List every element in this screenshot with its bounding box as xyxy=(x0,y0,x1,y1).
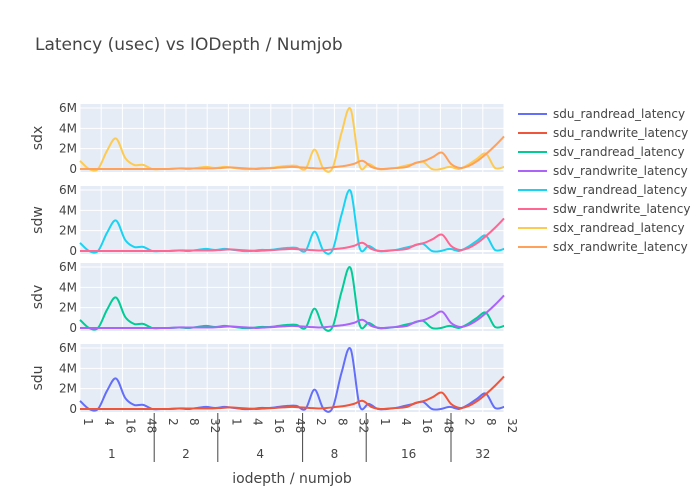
series-line-sdv_randwrite_latency xyxy=(79,294,505,330)
x-group-label: 16 xyxy=(401,447,416,461)
panel-sdu: 0 2M 4M 6M sdu xyxy=(30,341,505,416)
y-tick-label: 0 xyxy=(69,162,77,176)
x-tick-label: 4 xyxy=(251,418,265,426)
y-tick-label: 6M xyxy=(59,341,77,355)
x-tick-label: 4 xyxy=(399,418,413,426)
legend-label: sdv_randread_latency xyxy=(553,145,685,159)
x-tick-label: 32 xyxy=(208,418,222,433)
x-tick-label: 32 xyxy=(505,418,519,433)
y-tick-label: 6M xyxy=(59,260,77,274)
y-axis-title: sdw xyxy=(30,206,46,234)
x-tick-label: 48 xyxy=(145,418,159,433)
legend-label: sdx_randwrite_latency xyxy=(553,240,688,254)
panel-sdv: 0 2M 4M 6M sdv xyxy=(30,260,505,335)
x-group-label: 4 xyxy=(256,447,264,461)
x-group-label: 1 xyxy=(108,447,116,461)
legend-item[interactable]: sdx_randwrite_latency xyxy=(518,240,688,254)
x-group-label: 2 xyxy=(182,447,190,461)
legend-item[interactable]: sdw_randread_latency xyxy=(518,183,687,197)
x-tick-label: 2 xyxy=(166,418,180,426)
legend-label: sdw_randwrite_latency xyxy=(553,202,690,216)
y-tick-label: 4M xyxy=(59,280,77,294)
legend-label: sdu_randread_latency xyxy=(553,107,685,121)
legend-item[interactable]: sdu_randwrite_latency xyxy=(518,126,688,140)
chart-title: Latency (usec) vs IODepth / Numjob xyxy=(35,35,343,55)
legend-label: sdu_randwrite_latency xyxy=(553,126,688,140)
x-tick-label: 1 xyxy=(378,418,392,426)
x-group-label: 32 xyxy=(475,447,490,461)
x-tick-label: 16 xyxy=(420,418,434,433)
legend-item[interactable]: sdu_randread_latency xyxy=(518,107,685,121)
legend-label: sdv_randwrite_latency xyxy=(553,164,688,178)
x-tick-label: 16 xyxy=(272,418,286,433)
x-tick-label: 4 xyxy=(102,418,116,426)
series-line-sdu_randwrite_latency xyxy=(80,375,505,411)
y-axis-title: sdx xyxy=(30,126,46,150)
legend-item[interactable]: sdx_randread_latency xyxy=(518,221,685,235)
y-tick-label: 2M xyxy=(59,382,77,396)
y-tick-label: 2M xyxy=(59,142,77,156)
y-tick-label: 6M xyxy=(59,101,77,115)
y-tick-label: 4M xyxy=(59,203,77,217)
x-tick-label: 16 xyxy=(123,418,137,433)
x-tick-label: 8 xyxy=(187,418,201,426)
legend-item[interactable]: sdw_randwrite_latency xyxy=(518,202,690,216)
y-tick-label: 6M xyxy=(59,183,77,197)
y-tick-label: 0 xyxy=(69,402,77,416)
legend-label: sdw_randread_latency xyxy=(553,183,687,197)
x-tick-label: 2 xyxy=(463,418,477,426)
x-tick-label: 8 xyxy=(335,418,349,426)
y-tick-label: 2M xyxy=(59,301,77,315)
y-tick-label: 0 xyxy=(69,321,77,335)
x-tick-label: 48 xyxy=(293,418,307,433)
panel-sdw: 0 2M 4M 6M sdw xyxy=(30,183,505,258)
legend-item[interactable]: sdv_randread_latency xyxy=(518,145,685,159)
series-line-sdx_randwrite_latency xyxy=(79,135,505,171)
y-tick-label: 2M xyxy=(59,224,77,238)
y-axis-title: sdv xyxy=(30,285,46,309)
x-tick-label: 1 xyxy=(81,418,95,426)
y-tick-label: 0 xyxy=(69,244,77,258)
x-tick-label: 8 xyxy=(484,418,498,426)
panel-sdx: 0 2M 4M 6M sdx xyxy=(30,101,505,176)
legend-item[interactable]: sdv_randwrite_latency xyxy=(518,164,688,178)
x-axis: 1 4 16 48 2 8 32 1 4 16 48 2 8 32 1 4 16 48 2 8 321 2 4 8 16 32 xyxy=(81,413,519,462)
x-tick-label: 1 xyxy=(229,418,243,426)
series-line-sdw_randwrite_latency xyxy=(79,217,505,253)
legend-label: sdx_randread_latency xyxy=(553,221,685,235)
x-group-label: 8 xyxy=(331,447,339,461)
y-tick-label: 4M xyxy=(59,121,77,135)
x-tick-label: 48 xyxy=(441,418,455,433)
y-axis-title: sdu xyxy=(30,365,46,390)
x-tick-label: 32 xyxy=(357,418,371,433)
y-tick-label: 4M xyxy=(59,361,77,375)
chart-panels: 0 2M 4M 6M sdx 0 2M 4M 6M sdw 0 2M 4M 6M sdv 0 2M 4M 6M sdu xyxy=(30,101,505,416)
x-axis-title: iodepth / numjob xyxy=(232,471,352,487)
x-tick-label: 2 xyxy=(314,418,328,426)
legend[interactable]: sdu_randread_latency sdu_randwrite_latenc… xyxy=(518,107,690,254)
